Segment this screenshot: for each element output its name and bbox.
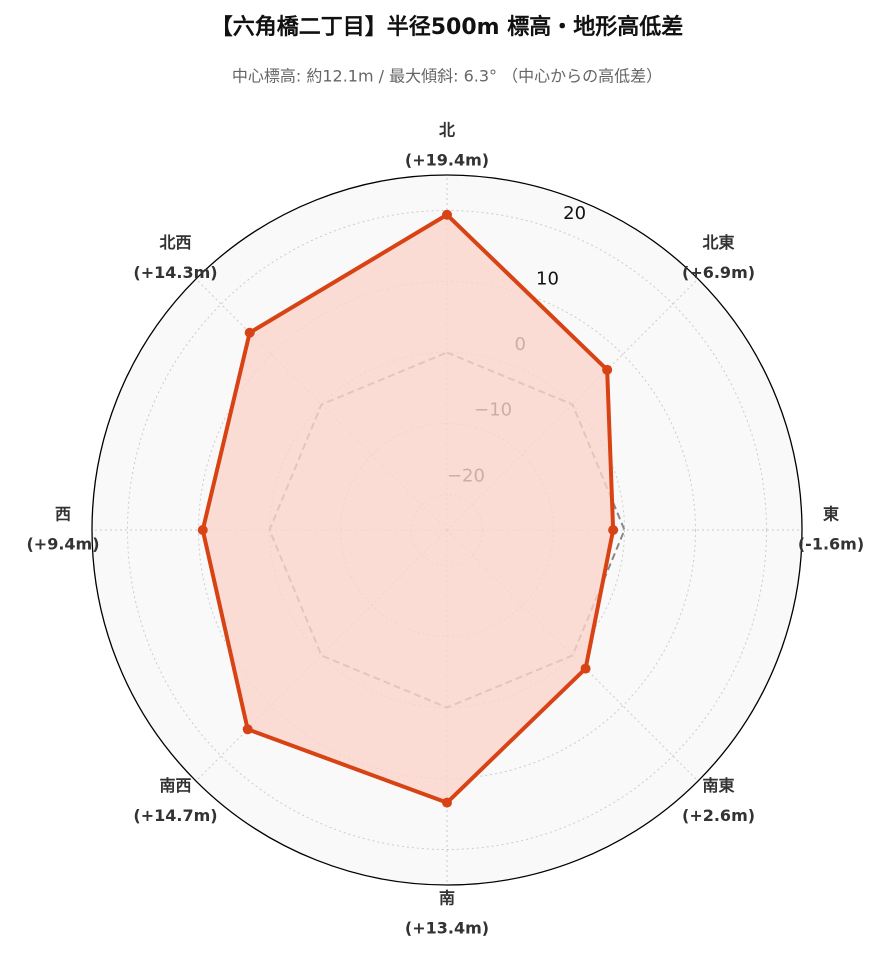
data-point — [442, 797, 452, 808]
value-label: (+14.3m) — [133, 263, 217, 282]
grid-circle — [127, 210, 767, 850]
data-point — [242, 724, 253, 735]
chart-title: 【六角橋二丁目】半径500m 標高・地形高低差 — [211, 14, 684, 40]
spoke — [446, 278, 699, 531]
spoke — [195, 529, 448, 782]
data-point — [442, 209, 452, 220]
data-point — [197, 525, 208, 535]
r-tick-label: 10 — [536, 268, 559, 289]
spoke — [446, 529, 699, 782]
category-label: 南 — [439, 889, 455, 908]
data-point — [608, 525, 619, 535]
category-label: 南東 — [703, 776, 735, 795]
category-label: 北 — [439, 121, 455, 140]
value-label: (+19.4m) — [405, 151, 489, 170]
category-label: 西 — [55, 505, 71, 524]
r-tick-label: 20 — [563, 203, 586, 224]
category-label: 北西 — [159, 233, 191, 252]
chart-subtitle: 中心標高: 約12.1m / 最大傾斜: 6.3° （中心からの高低差） — [232, 67, 662, 86]
data-point — [602, 364, 613, 375]
spoke — [195, 278, 448, 531]
value-label: (+14.7m) — [133, 806, 217, 825]
value-label: (+2.6m) — [682, 806, 755, 825]
category-label: 北東 — [703, 233, 735, 252]
data-point — [244, 327, 255, 338]
data-point — [580, 663, 591, 674]
value-label: (+6.9m) — [682, 263, 755, 282]
value-label: (+13.4m) — [405, 919, 489, 938]
value-label: (-1.6m) — [798, 535, 864, 554]
value-label: (+9.4m) — [26, 535, 99, 554]
category-label: 南西 — [159, 776, 191, 795]
category-label: 東 — [823, 505, 839, 524]
